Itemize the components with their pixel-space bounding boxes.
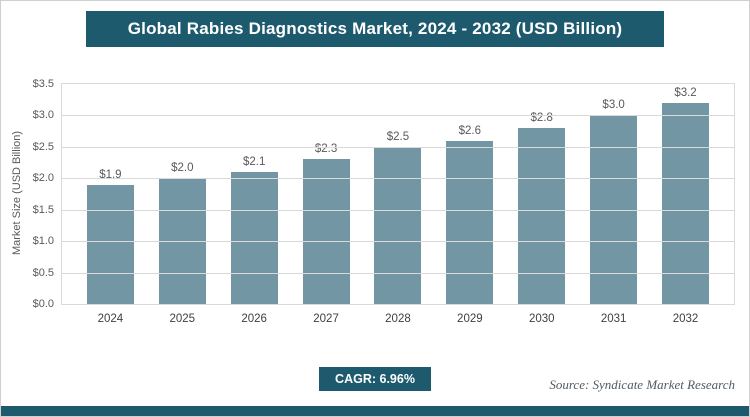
- x-tick-label: 2027: [313, 313, 339, 325]
- bar-chart: Market Size (USD Billion) $1.9 2024 $2.0 20…: [1, 78, 749, 325]
- y-tick-label: $2.5: [32, 141, 54, 153]
- chart-title-banner: Global Rabies Diagnostics Market, 2024 -…: [86, 11, 664, 47]
- bar-column: $1.9 2024: [86, 84, 134, 325]
- plot-area: $1.9 2024 $2.0 2025 $2.1 2026 $2.3 2027 $2.5 2028…: [33, 78, 735, 325]
- x-tick-label: 2030: [528, 313, 555, 325]
- y-tick-label: $1.5: [32, 204, 54, 216]
- bar: [374, 147, 422, 304]
- gridline: [62, 210, 734, 211]
- bar-column: $3.2 2032: [662, 84, 710, 325]
- gridline: [62, 273, 734, 274]
- bar-column: $2.0 2025: [158, 84, 206, 325]
- y-tick-label: $3.5: [32, 78, 54, 90]
- bar: [662, 103, 710, 304]
- bar-value-label: $2.5: [386, 131, 410, 143]
- cagr-badge: CAGR: 6.96%: [319, 367, 431, 391]
- y-tick-label: $2.0: [32, 172, 54, 184]
- bar-value-label: $2.3: [314, 143, 338, 155]
- gridline: [62, 115, 734, 116]
- y-tick-label: $0.0: [32, 298, 54, 310]
- x-tick-label: 2026: [241, 313, 267, 325]
- bar-column: $2.3 2027: [302, 84, 350, 325]
- chart-footer: CAGR: 6.96% Source: Syndicate Market Res…: [1, 367, 749, 393]
- bar-column: $2.8 2030: [518, 84, 566, 325]
- x-tick-label: 2031: [600, 313, 627, 325]
- y-tick-label: $3.0: [32, 109, 54, 121]
- x-tick-label: 2028: [385, 313, 411, 325]
- y-tick-label: $0.5: [32, 267, 54, 279]
- gridline: [62, 147, 734, 148]
- bar: [590, 115, 638, 304]
- bar-column: $3.0 2031: [590, 84, 638, 325]
- bar-column: $2.1 2026: [230, 84, 278, 325]
- bar-value-label: $2.8: [530, 112, 553, 124]
- bar-value-label: $2.6: [458, 125, 482, 137]
- x-tick-label: 2025: [169, 313, 196, 325]
- bar: [302, 159, 350, 304]
- x-tick-label: 2032: [672, 313, 699, 325]
- x-tick-label: 2024: [97, 313, 124, 325]
- bars-container: $1.9 2024 $2.0 2025 $2.1 2026 $2.3 2027 $2.5 2028…: [62, 84, 734, 325]
- bottom-strip: [1, 406, 749, 416]
- bar-value-label: $2.1: [242, 156, 266, 168]
- bar: [518, 128, 566, 304]
- bar-value-label: $2.0: [171, 162, 194, 174]
- gridline: [62, 241, 734, 242]
- bar-value-label: $1.9: [99, 169, 122, 181]
- bar: [86, 185, 134, 304]
- chart-title: Global Rabies Diagnostics Market, 2024 -…: [127, 19, 623, 38]
- y-axis-label: Market Size (USD Billion): [11, 130, 23, 256]
- source-credit: Source: Syndicate Market Research: [549, 377, 735, 392]
- y-tick-label: $1.0: [32, 235, 54, 247]
- bar-value-label: $3.0: [602, 99, 625, 111]
- bar-column: $2.6 2029: [446, 84, 494, 325]
- gridline: [62, 178, 734, 179]
- bar: [446, 141, 494, 304]
- bar-column: $2.5 2028: [374, 84, 422, 325]
- bar: [230, 172, 278, 304]
- x-tick-label: 2029: [457, 313, 483, 325]
- bar-value-label: $3.2: [674, 87, 697, 99]
